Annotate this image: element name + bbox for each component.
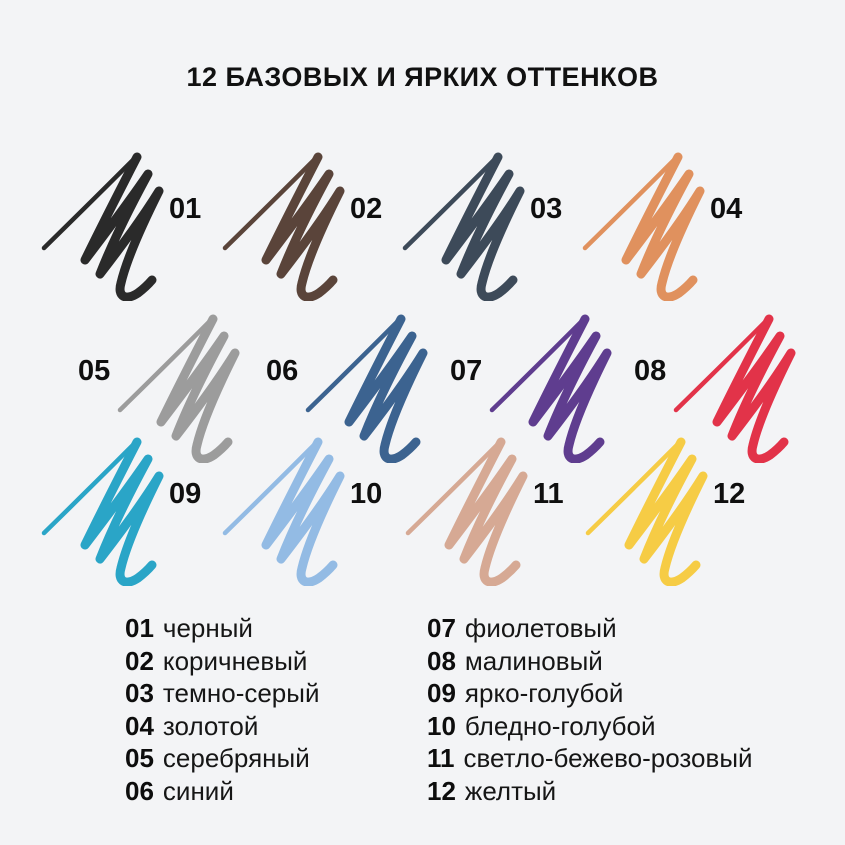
- legend-item-name: светло-бежево-розовый: [463, 743, 753, 773]
- pencil-scribble-icon: [584, 428, 709, 587]
- swatch-02: 02: [221, 143, 383, 302]
- legend-column-right: 07 фиолетовый 08 малиновый 09 ярко-голубой 10 б…: [427, 612, 753, 807]
- legend-item-number: 11: [427, 743, 455, 773]
- legend-item-name: серебряный: [162, 743, 310, 773]
- legend-item-name: синий: [162, 775, 234, 806]
- swatch-number: 05: [78, 355, 111, 387]
- legend-item-name: темно-серый: [162, 678, 320, 708]
- swatch-11: 11: [404, 428, 564, 587]
- legend-item-number: 07: [427, 613, 456, 643]
- legend-item-02: 02 коричневый: [125, 645, 319, 678]
- legend-item-name: желтый: [464, 775, 557, 806]
- swatch-number: 01: [169, 193, 202, 225]
- legend-item-name: черный: [162, 613, 253, 643]
- legend-item-06: 06 синий: [125, 775, 319, 808]
- pencil-scribble-icon: [672, 305, 797, 464]
- swatch-05: 05: [78, 305, 241, 464]
- pencil-scribble-icon: [304, 305, 429, 464]
- legend-item-08: 08 малиновый: [427, 645, 753, 678]
- page-title: 12 БАЗОВЫХ И ЯРКИХ ОТТЕНКОВ: [186, 62, 659, 92]
- swatch-10: 10: [221, 428, 383, 587]
- swatch-number: 04: [710, 193, 743, 225]
- pencil-scribble-icon: [401, 143, 526, 302]
- swatch-number: 11: [533, 478, 564, 510]
- swatch-number: 08: [634, 355, 667, 387]
- swatch-04: 04: [581, 143, 743, 302]
- swatch-number: 02: [350, 193, 383, 225]
- pencil-scribble-icon: [221, 143, 346, 302]
- legend-item-number: 01: [125, 613, 154, 643]
- legend-item-number: 04: [125, 710, 154, 741]
- swatch-number: 06: [266, 355, 299, 387]
- legend-item-number: 09: [427, 678, 456, 708]
- legend-item-name: фиолетовый: [464, 613, 617, 643]
- legend-item-number: 05: [125, 743, 154, 773]
- pencil-scribble-icon: [404, 428, 529, 587]
- swatch-number: 03: [530, 193, 563, 225]
- swatch-01: 01: [40, 143, 202, 302]
- legend-item-number: 03: [125, 678, 154, 708]
- swatch-12: 12: [584, 428, 746, 587]
- legend-item-number: 06: [125, 775, 154, 806]
- legend-item-03: 03 темно-серый: [125, 677, 319, 710]
- legend-item-01: 01 черный: [125, 612, 319, 645]
- legend-item-11: 11 светло-бежево-розовый: [427, 742, 753, 775]
- legend-column-left: 01 черный 02 коричневый 03 темно-серый 04 золот…: [125, 612, 319, 807]
- legend-item-12: 12 желтый: [427, 775, 753, 808]
- swatch-03: 03: [401, 143, 563, 302]
- legend-item-10: 10 бледно-голубой: [427, 710, 753, 743]
- legend-item-number: 02: [125, 645, 154, 676]
- swatch-08: 08: [634, 305, 797, 464]
- legend-item-number: 08: [427, 645, 456, 676]
- legend-item-number: 10: [427, 710, 456, 741]
- swatch-number: 10: [350, 478, 383, 510]
- legend-item-name: бледно-голубой: [464, 710, 656, 741]
- swatch-06: 06: [266, 305, 429, 464]
- pencil-scribble-icon: [116, 305, 241, 464]
- swatch-09: 09: [40, 428, 202, 587]
- legend-item-name: золотой: [162, 710, 259, 741]
- legend-item-09: 09 ярко-голубой: [427, 677, 753, 710]
- swatch-number: 07: [450, 355, 483, 387]
- swatch-number: 09: [169, 478, 202, 510]
- legend-item-05: 05 серебряный: [125, 742, 319, 775]
- pencil-scribble-icon: [40, 143, 165, 302]
- legend-item-name: коричневый: [162, 645, 308, 676]
- legend-item-07: 07 фиолетовый: [427, 612, 753, 645]
- pencil-scribble-icon: [581, 143, 706, 302]
- pencil-scribble-icon: [40, 428, 165, 587]
- pencil-scribble-icon: [488, 305, 613, 464]
- legend-item-number: 12: [427, 775, 456, 806]
- legend-item-name: малиновый: [464, 645, 603, 676]
- swatch-07: 07: [450, 305, 613, 464]
- pencil-scribble-icon: [221, 428, 346, 587]
- legend-item-04: 04 золотой: [125, 710, 319, 743]
- legend-item-name: ярко-голубой: [464, 678, 624, 708]
- swatch-number: 12: [713, 478, 746, 510]
